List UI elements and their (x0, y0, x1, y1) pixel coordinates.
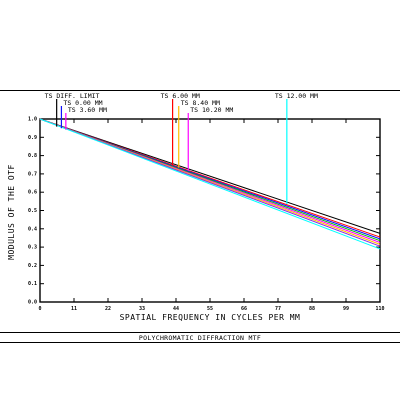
x-tick-label: 99 (343, 306, 349, 312)
legend-label: TS 8.40 MM (181, 99, 220, 107)
legend-label: TS 0.00 MM (63, 99, 102, 107)
x-tick-label: 88 (309, 306, 315, 312)
x-tick-label: 66 (241, 306, 247, 312)
y-tick-label: 1.0 (28, 117, 37, 123)
x-tick-label: 33 (139, 306, 145, 312)
plot-area (39, 118, 381, 303)
y-tick-label: 0.1 (28, 281, 37, 287)
x-tick-label: 77 (275, 306, 281, 312)
x-tick-label: 11 (71, 306, 77, 312)
legend-label: TS DIFF. LIMIT (45, 92, 100, 100)
y-tick-label: 0.9 (28, 135, 37, 141)
axis-ticks (39, 118, 381, 303)
y-tick-label: 0.8 (28, 153, 37, 159)
y-tick-label: 0.0 (28, 300, 37, 306)
legend-label: TS 3.60 MM (68, 106, 107, 114)
axis-tick-labels: 0.0 0.1 0.2 0.3 0.4 0.5 0.6 0.7 0.8 0.9 1.0 0 11 22 33… (28, 117, 385, 313)
y-tick-label: 0.5 (28, 208, 37, 214)
y-tick-label: 0.2 (28, 263, 37, 269)
x-tick-label: 0 (38, 306, 41, 312)
legend-markers (56, 99, 288, 205)
series-lines (39, 118, 381, 250)
x-tick-label: 22 (105, 306, 111, 312)
x-axis-label: SPATIAL FREQUENCY IN CYCLES PER MM (120, 313, 301, 322)
legend-label: TS 10.20 MM (190, 106, 233, 114)
chart-frame (0, 90, 400, 343)
x-tick-label: 55 (207, 306, 213, 312)
y-tick-label: 0.4 (28, 226, 37, 232)
y-tick-label: 0.6 (28, 190, 37, 196)
y-tick-label: 0.3 (28, 245, 37, 251)
chart-caption: POLYCHROMATIC DIFFRACTION MTF (139, 334, 261, 342)
x-tick-label: 110 (375, 306, 384, 312)
y-axis-label: MODULUS OF THE OTF (7, 164, 16, 260)
x-tick-label: 44 (173, 306, 179, 312)
legend-label: TS 6.00 MM (161, 92, 200, 100)
y-tick-label: 0.7 (28, 171, 37, 177)
series-line (39, 118, 381, 250)
legend-label: TS 12.00 MM (275, 92, 318, 100)
series-line (39, 118, 381, 234)
